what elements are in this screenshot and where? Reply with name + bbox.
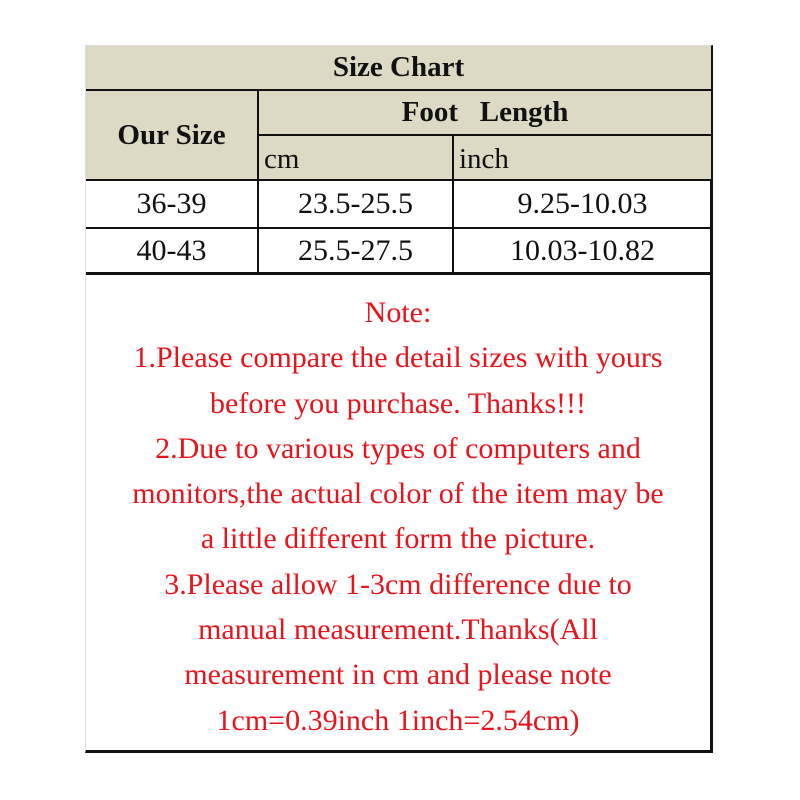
note-line: measurement in cm and please note <box>184 658 612 692</box>
note-text: Note: 1.Please compare the detail sizes … <box>86 275 710 743</box>
note-line: 1.Please compare the detail sizes with y… <box>133 341 663 375</box>
note-line: 3.Please allow 1-3cm difference due to <box>164 567 632 601</box>
note-line: a little different form the picture. <box>200 522 596 556</box>
row-1-size: 36-39 <box>86 181 259 229</box>
size-chart-table: Size Chart Our Size Foot Length cm inch … <box>85 45 713 753</box>
header-cm: cm <box>259 136 454 181</box>
header-foot-length: Foot Length <box>259 91 711 136</box>
header-our-size: Our Size <box>86 91 259 181</box>
row-1-cm: 23.5-25.5 <box>259 181 454 229</box>
note-line: before you purchase. Thanks!!! <box>210 386 586 420</box>
note-line: 2.Due to various types of computers and <box>155 431 641 465</box>
table-title: Size Chart <box>86 46 711 91</box>
note-line: manual measurement.Thanks(All <box>198 613 598 647</box>
note-line: Note: <box>364 296 432 329</box>
note-line: monitors,the actual color of the item ma… <box>132 477 664 511</box>
row-2-inch: 10.03-10.82 <box>454 229 711 275</box>
row-1-inch: 9.25-10.03 <box>454 181 711 229</box>
note-line: 1cm=0.39inch 1inch=2.54cm) <box>216 703 580 737</box>
header-inch: inch <box>454 136 711 181</box>
row-2-size: 40-43 <box>86 229 259 275</box>
row-2-cm: 25.5-27.5 <box>259 229 454 275</box>
